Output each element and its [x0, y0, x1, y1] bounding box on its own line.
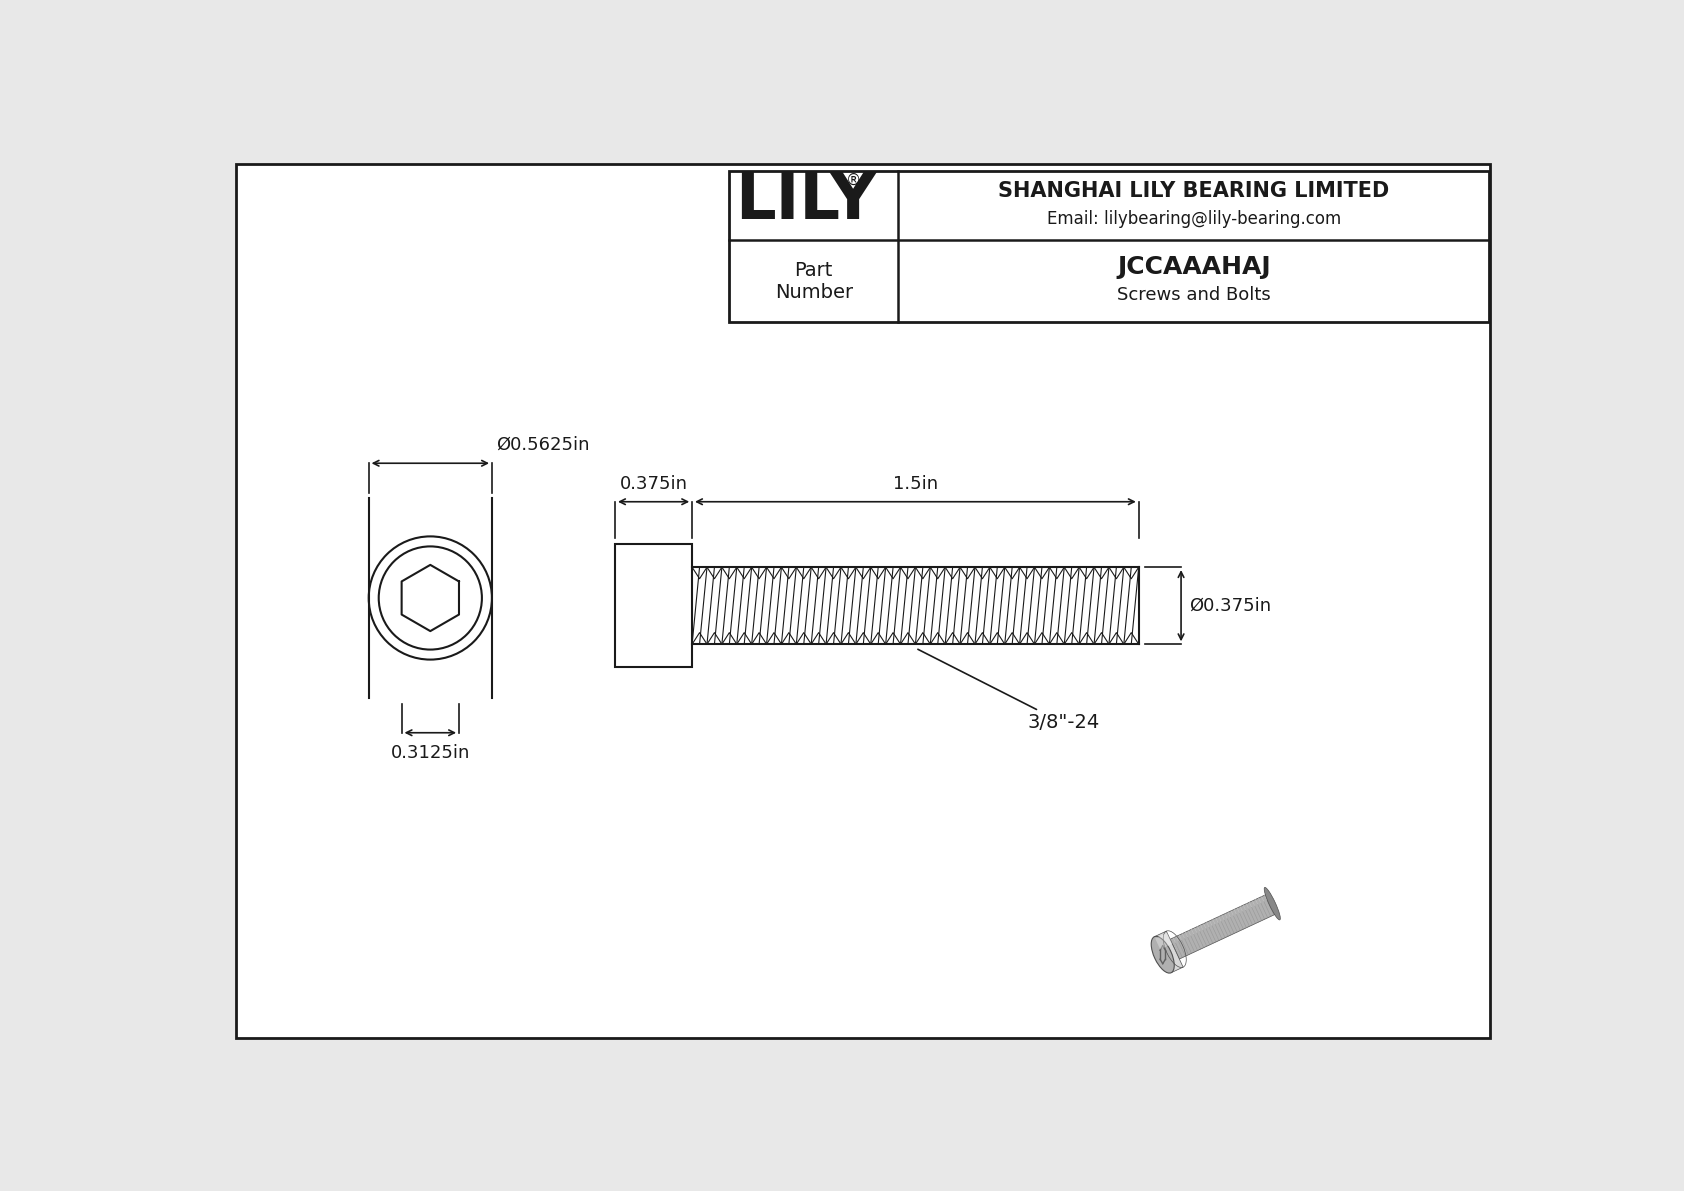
Text: Screws and Bolts: Screws and Bolts	[1116, 286, 1271, 304]
Text: 0.375in: 0.375in	[620, 474, 687, 493]
Text: 3/8"-24: 3/8"-24	[918, 649, 1100, 732]
Text: ®: ®	[845, 173, 862, 188]
Text: Ø0.5625in: Ø0.5625in	[495, 436, 589, 454]
Text: 1.5in: 1.5in	[893, 474, 938, 493]
Text: 0.3125in: 0.3125in	[391, 743, 470, 761]
Text: Part
Number: Part Number	[775, 261, 852, 301]
Text: JCCAAAHAJ: JCCAAAHAJ	[1116, 255, 1270, 279]
Text: LILY: LILY	[736, 170, 877, 232]
Text: SHANGHAI LILY BEARING LIMITED: SHANGHAI LILY BEARING LIMITED	[999, 181, 1389, 201]
Text: Ø0.375in: Ø0.375in	[1189, 597, 1271, 615]
Bar	[729, 170, 1489, 323]
Text: Email: lilybearing@lily-bearing.com: Email: lilybearing@lily-bearing.com	[1047, 210, 1340, 229]
Bar	[615, 544, 692, 667]
